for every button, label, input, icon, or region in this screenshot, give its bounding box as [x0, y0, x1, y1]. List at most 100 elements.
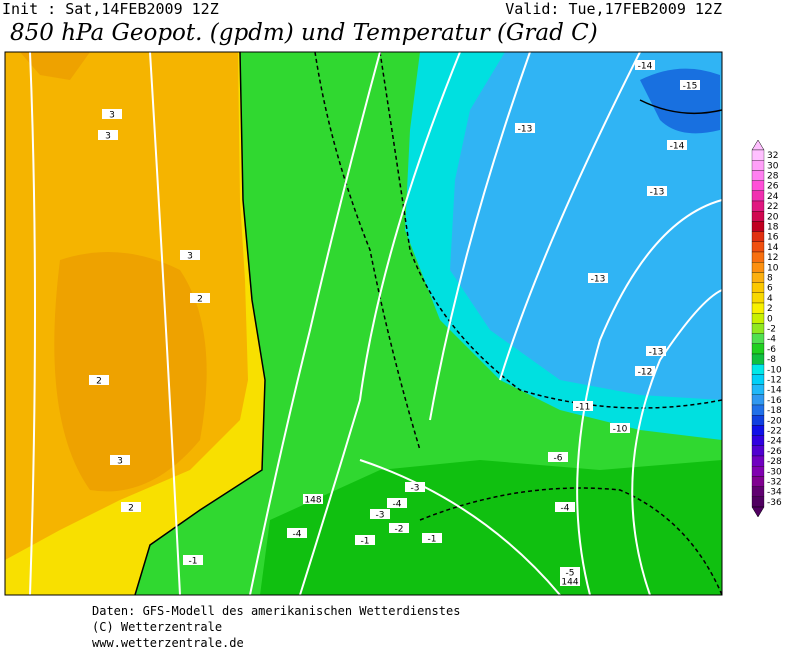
contour-label-box [110, 455, 130, 465]
geopotential-line [631, 289, 723, 596]
colorbar-cell [751, 292, 765, 304]
coastline [639, 99, 723, 115]
colorbar-label: 16 [767, 233, 779, 243]
contour-label: -4 [393, 500, 402, 510]
contour-label: -4 [293, 530, 302, 540]
colorbar-label: 12 [767, 253, 778, 263]
contour-label-box [387, 498, 407, 508]
colorbar-cell [751, 231, 765, 242]
contour-label-box [573, 401, 593, 411]
colorbar-label: -4 [767, 335, 776, 345]
geopotential-line [29, 51, 36, 596]
colorbar-cell [751, 404, 765, 416]
colorbar-label: -2 [767, 325, 776, 335]
colorbar: 32302826242220181614121086420-2-4-6-8-10… [751, 139, 782, 518]
contour-label: -4 [561, 504, 570, 514]
colorbar-cell [751, 251, 765, 263]
contour-label: 2 [96, 377, 102, 387]
colorbar-cell [751, 435, 765, 446]
colorbar-cell [751, 313, 765, 324]
contour-label: -2 [395, 525, 404, 535]
isotherm [419, 487, 723, 596]
contour-label-box [588, 273, 608, 283]
colorbar-label: -24 [767, 437, 782, 447]
colorbar-cell [751, 476, 765, 487]
colorbar-cell [751, 200, 765, 212]
contour-label-box [355, 535, 375, 545]
contour-label: -6 [554, 454, 563, 464]
colorbar-cell [751, 221, 765, 232]
init-time: Init : Sat,14FEB2009 12Z [2, 0, 219, 18]
colorbar-cell [751, 394, 765, 406]
colorbar-label: -8 [767, 355, 776, 365]
colorbar-cell [751, 190, 765, 202]
isotherm [314, 51, 421, 451]
contour-label-box [287, 528, 307, 538]
colorbar-label: 32 [767, 151, 778, 161]
contour-label: -14 [670, 142, 685, 152]
contour-label-box [647, 186, 667, 196]
map-frame [4, 51, 723, 596]
colorbar-label: 8 [767, 274, 773, 284]
geopotential-line [249, 51, 381, 596]
colorbar-label: -6 [767, 345, 776, 355]
contour-label: -12 [638, 368, 653, 378]
colorbar-label: 20 [767, 212, 779, 222]
contour-label-box [121, 502, 141, 512]
colorbar-cell [751, 353, 765, 365]
contour-label-box [183, 555, 203, 565]
coldest-zone [450, 52, 722, 400]
colorbar-label: 24 [767, 192, 779, 202]
colorbar-top-cap [751, 139, 765, 151]
colorbar-label: 0 [767, 314, 773, 324]
contour-label: -11 [576, 403, 591, 413]
contour-label: -13 [649, 348, 664, 358]
geopotential-line [299, 51, 461, 596]
colorbar-cell [751, 262, 765, 273]
zero-isotherm [134, 51, 266, 596]
contour-label-box [98, 130, 118, 140]
colorbar-cell [751, 415, 765, 426]
contour-label: -3 [376, 511, 385, 521]
contour-label: 3 [187, 252, 193, 262]
contour-label: 148 [304, 496, 321, 506]
colorbar-label: -36 [767, 498, 782, 508]
contour-label-box [190, 293, 210, 303]
colorbar-label: 30 [767, 161, 779, 171]
contour-label-box [635, 366, 655, 376]
footer-url: www.wetterzentrale.de [92, 636, 244, 648]
colorbar-label: 22 [767, 202, 778, 212]
contour-label: 144 [561, 578, 578, 588]
contour-label: -14 [638, 62, 653, 72]
colorbar-cell [751, 466, 765, 477]
contour-label: -13 [518, 125, 533, 135]
colorbar-label: -20 [767, 416, 782, 426]
colorbar-bottom-cap [751, 506, 765, 518]
contour-label-box [610, 423, 630, 433]
colorbar-label: 10 [767, 263, 779, 273]
cold-zone [260, 460, 722, 595]
colorbar-label: -28 [767, 457, 782, 467]
colorbar-cell [751, 384, 765, 395]
colorbar-label: -18 [767, 406, 782, 416]
colorbar-cell [751, 333, 765, 344]
contour-label-box [303, 494, 323, 504]
colorbar-label: -30 [767, 467, 782, 477]
colorbar-cell [751, 272, 765, 283]
contour-label: -13 [650, 188, 665, 198]
colorbar-cell [751, 486, 765, 497]
contour-label-box [635, 60, 655, 70]
colorbar-cell [751, 425, 765, 436]
geopotential-line [576, 199, 723, 596]
map-area [4, 51, 723, 596]
colorbar-cell [751, 374, 765, 385]
contour-label: -13 [591, 275, 606, 285]
geopotential-line [359, 459, 561, 596]
geopotential-line [499, 51, 641, 381]
colorbar-label: 18 [767, 223, 779, 233]
isotherm [379, 51, 723, 409]
contour-label-box [515, 123, 535, 133]
colorbar-cell [751, 149, 765, 161]
colorbar-label: -34 [767, 488, 782, 498]
geopotential-line [149, 51, 181, 596]
